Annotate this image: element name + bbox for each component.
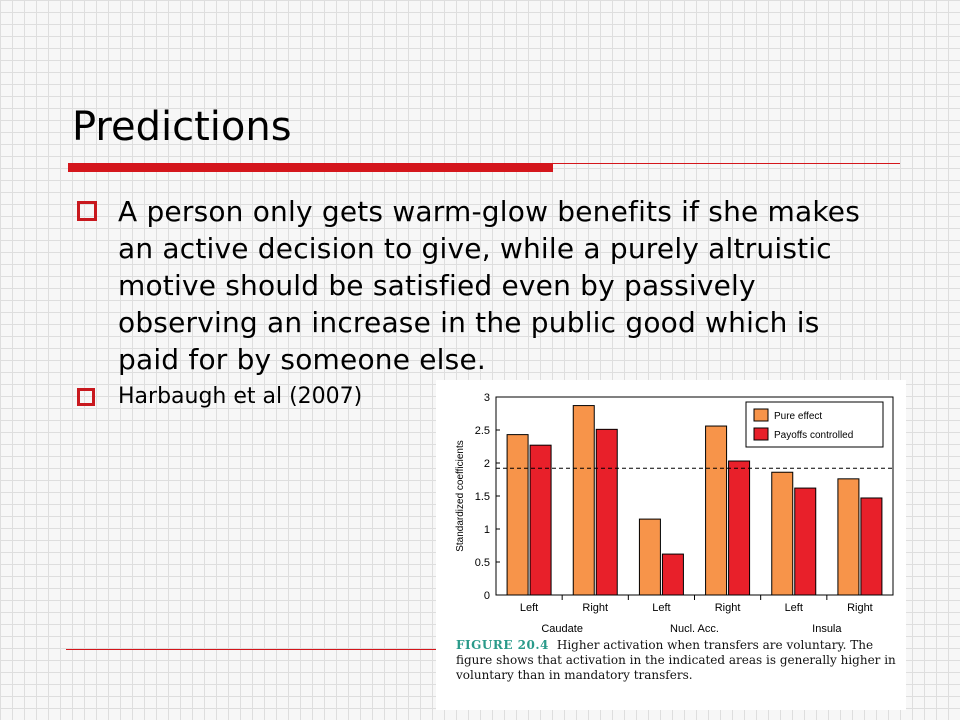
y-tick-label: 2.5 [475, 425, 490, 437]
y-tick-label: 1 [484, 524, 490, 536]
bar-payoffs-controlled [595, 428, 618, 596]
y-tick-label: 0.5 [475, 557, 490, 569]
legend-label: Payoffs controlled [774, 430, 853, 441]
bar-pure-effect [506, 434, 529, 596]
bar-pure-effect [705, 425, 728, 596]
legend-swatch [753, 427, 769, 441]
footer-line [66, 649, 436, 650]
bullet-item: A person only gets warm-glow benefits if… [72, 193, 872, 378]
y-axis-label: Standardized coefficients [455, 440, 466, 552]
bullet-text: Harbaugh et al (2007) [118, 384, 363, 409]
bar-pure-effect [771, 471, 794, 596]
bar-payoffs-controlled [794, 487, 817, 596]
x-tick-label: Right [582, 602, 608, 614]
bar-payoffs-controlled [860, 497, 883, 596]
bar-payoffs-controlled [728, 460, 751, 596]
square-bullet-icon [77, 388, 95, 406]
bar-pure-effect [837, 478, 860, 596]
legend-box [745, 401, 884, 448]
group-label: Nucl. Acc. [670, 623, 719, 635]
figure-caption: FIGURE 20.4 Higher activation when transf… [456, 638, 906, 683]
caption-text: Higher activation when transfers are vol… [456, 638, 896, 682]
x-tick-label: Right [715, 602, 741, 614]
bar-pure-effect [572, 405, 595, 596]
bar-chart: 0 0.5 1 1.5 2 2.5 3 Standardized coefficients Le… [455, 392, 894, 635]
y-tick-label: 3 [484, 392, 490, 404]
y-tick-label: 0 [484, 590, 490, 602]
bar-pure-effect [638, 518, 661, 596]
slide-title: Predictions [72, 104, 292, 150]
x-tick-label: Right [847, 602, 873, 614]
group-label: Caudate [541, 623, 583, 635]
bullet-text: A person only gets warm-glow benefits if… [118, 195, 861, 376]
caption-label: FIGURE 20.4 [456, 638, 549, 652]
title-divider-line [553, 163, 900, 164]
group-label: Insula [812, 623, 842, 635]
legend-swatch [753, 408, 769, 422]
title-underline [68, 163, 553, 172]
bullet-list: A person only gets warm-glow benefits if… [72, 193, 872, 412]
square-bullet-icon [77, 201, 97, 221]
legend-label: Pure effect [774, 411, 822, 422]
bar-payoffs-controlled [529, 444, 552, 596]
x-tick-label: Left [785, 602, 803, 614]
figure: 0 0.5 1 1.5 2 2.5 3 Standardized coefficients Le… [436, 380, 906, 710]
x-tick-label: Left [652, 602, 670, 614]
y-tick-label: 1.5 [475, 491, 490, 503]
bullet-item: Harbaugh et al (2007) [72, 382, 872, 412]
x-tick-label: Left [520, 602, 538, 614]
bar-payoffs-controlled [661, 553, 684, 596]
y-tick-label: 2 [484, 458, 490, 470]
